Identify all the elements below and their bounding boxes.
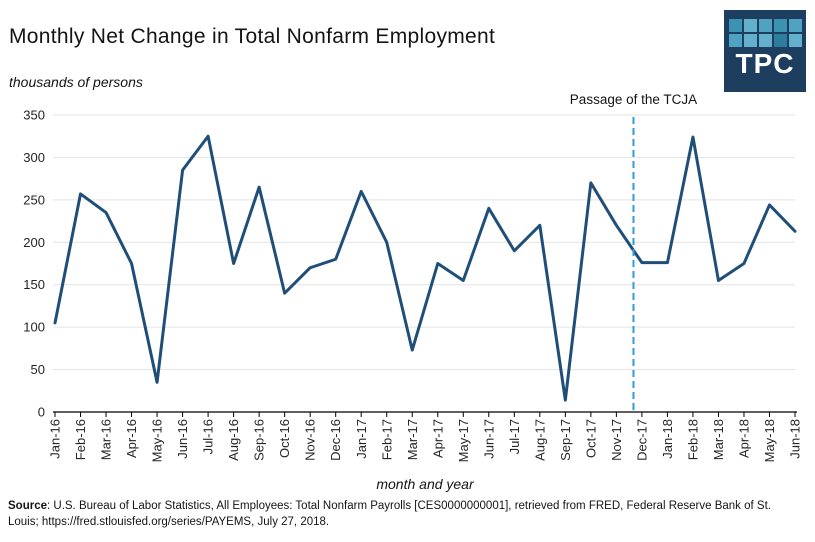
x-axis-tick-label: Jun-17 <box>481 419 496 459</box>
x-axis-tick-label: Jun-16 <box>175 419 190 459</box>
y-axis-tick-label: 350 <box>23 108 45 123</box>
x-axis-tick-label: Jul-17 <box>507 419 522 454</box>
x-axis-tick-label: Jan-16 <box>48 419 63 459</box>
x-axis-tick-label: Jun-18 <box>788 419 803 459</box>
y-axis-tick-label: 0 <box>38 405 45 420</box>
x-axis-tick-label: May-17 <box>456 419 471 462</box>
x-axis-tick-label: Jan-17 <box>354 419 369 459</box>
y-axis-tick-label: 200 <box>23 235 45 250</box>
tpc-logo: TPC <box>724 10 806 92</box>
x-axis-tick-label: Mar-18 <box>711 419 726 460</box>
x-axis-tick-label: Nov-17 <box>609 419 624 461</box>
x-axis-tick-label: Aug-16 <box>226 419 241 461</box>
x-axis-tick-label: Oct-16 <box>277 419 292 458</box>
y-axis-tick-label: 250 <box>23 192 45 207</box>
logo-square <box>788 34 802 47</box>
tcja-annotation: Passage of the TCJA <box>569 92 698 107</box>
x-axis-tick-label: Apr-17 <box>430 419 445 458</box>
x-axis-tick-label: Apr-16 <box>124 419 139 458</box>
y-axis-tick-label: 150 <box>23 277 45 292</box>
y-axis-units-label: thousands of persons <box>9 74 143 90</box>
x-axis-tick-label: Nov-16 <box>303 419 318 461</box>
x-axis-tick-label: Feb-16 <box>73 419 88 460</box>
x-axis-title: month and year <box>376 476 474 492</box>
logo-square <box>773 34 787 47</box>
logo-square <box>773 19 787 32</box>
x-axis-tick-label: Feb-17 <box>379 419 394 460</box>
source-label: Source <box>8 500 47 512</box>
logo-square <box>728 34 742 47</box>
y-axis-tick-label: 300 <box>23 150 45 165</box>
x-axis-tick-label: Jul-16 <box>201 419 216 454</box>
x-axis-tick-label: May-18 <box>762 419 777 462</box>
tpc-logo-text: TPC <box>735 48 795 79</box>
x-axis-tick-label: Sep-16 <box>252 419 267 461</box>
x-axis-tick-label: Aug-17 <box>532 419 547 461</box>
chart-title: Monthly Net Change in Total Nonfarm Empl… <box>9 25 496 48</box>
x-axis-tick-label: May-16 <box>150 419 165 462</box>
logo-square <box>728 19 742 32</box>
y-axis-tick-label: 50 <box>31 362 45 377</box>
x-axis-tick-label: Mar-17 <box>405 419 420 460</box>
x-axis-tick-label: Jan-18 <box>660 419 675 459</box>
logo-square <box>788 19 802 32</box>
x-axis-tick-label: Sep-17 <box>558 419 573 461</box>
logo-square <box>743 34 757 47</box>
logo-square <box>743 19 757 32</box>
x-axis-tick-label: Dec-16 <box>328 419 343 461</box>
employment-line-series <box>53 134 797 402</box>
tpc-logo-grid-icon <box>728 19 802 47</box>
x-axis-tick-label: Apr-18 <box>737 419 752 458</box>
source-text: : U.S. Bureau of Labor Statistics, All E… <box>8 500 771 528</box>
y-axis-tick-label: 100 <box>23 320 45 335</box>
x-axis-tick-label: Mar-16 <box>99 419 114 460</box>
logo-square <box>758 34 772 47</box>
x-axis-tick-label: Dec-17 <box>634 419 649 461</box>
logo-square <box>758 19 772 32</box>
x-axis-tick-label: Oct-17 <box>583 419 598 458</box>
source-note: Source: U.S. Bureau of Labor Statistics,… <box>8 499 802 531</box>
x-axis-tick-label: Feb-18 <box>685 419 700 460</box>
